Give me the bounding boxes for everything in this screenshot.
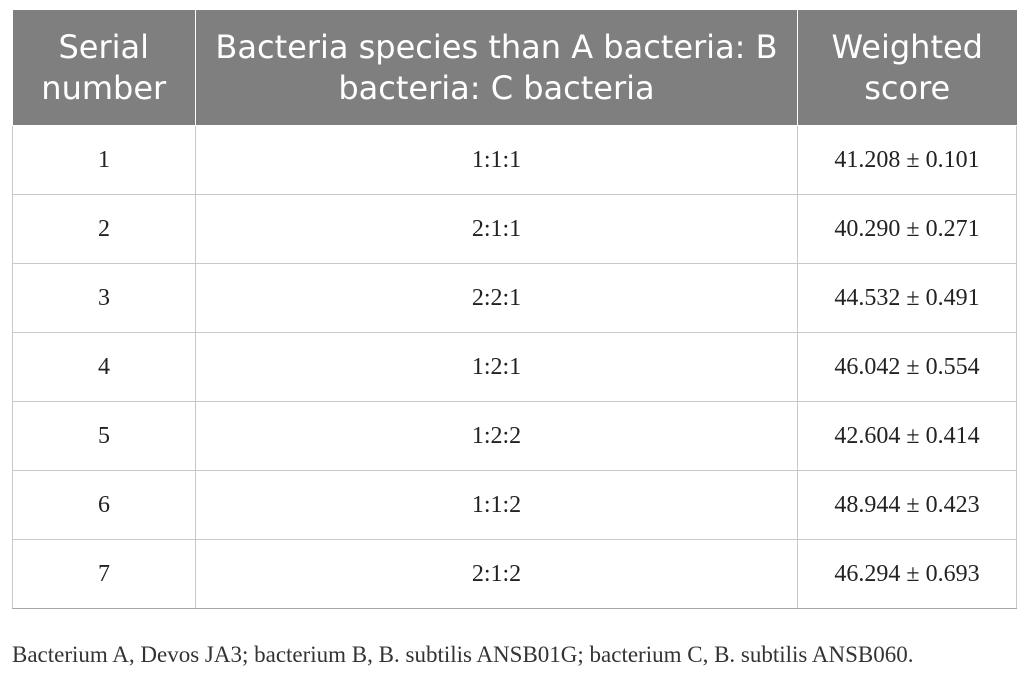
table-row: 3 2:2:1 44.532 ± 0.491 — [12, 263, 1017, 333]
cell-serial-number: 5 — [12, 401, 196, 471]
header-serial-number: Serial number — [12, 10, 196, 126]
table-row: 4 1:2:1 46.042 ± 0.554 — [12, 332, 1017, 402]
cell-serial-number: 6 — [12, 470, 196, 540]
header-weighted-score: Weighted score — [797, 10, 1017, 126]
table-row: 6 1:1:2 48.944 ± 0.423 — [12, 470, 1017, 540]
cell-serial-number: 2 — [12, 194, 196, 264]
cell-bacteria-ratio: 1:2:1 — [195, 332, 798, 402]
cell-bacteria-ratio: 2:1:2 — [195, 539, 798, 609]
cell-serial-number: 1 — [12, 125, 196, 195]
table-header: Serial number Bacteria species than A ba… — [12, 10, 1017, 126]
cell-bacteria-ratio: 1:1:2 — [195, 470, 798, 540]
cell-bacteria-ratio: 1:2:2 — [195, 401, 798, 471]
header-row: Serial number Bacteria species than A ba… — [12, 10, 1017, 126]
table-row: 5 1:2:2 42.604 ± 0.414 — [12, 401, 1017, 471]
data-table: Serial number Bacteria species than A ba… — [12, 10, 1017, 609]
cell-weighted-score: 44.532 ± 0.491 — [797, 263, 1017, 333]
cell-weighted-score: 48.944 ± 0.423 — [797, 470, 1017, 540]
cell-weighted-score: 46.294 ± 0.693 — [797, 539, 1017, 609]
table-row: 7 2:1:2 46.294 ± 0.693 — [12, 539, 1017, 609]
table-row: 1 1:1:1 41.208 ± 0.101 — [12, 125, 1017, 195]
table-row: 2 2:1:1 40.290 ± 0.271 — [12, 194, 1017, 264]
cell-serial-number: 3 — [12, 263, 196, 333]
cell-serial-number: 7 — [12, 539, 196, 609]
header-bacteria-ratio: Bacteria species than A bacteria: B bact… — [195, 10, 798, 126]
table-body: 1 1:1:1 41.208 ± 0.101 2 2:1:1 40.290 ± … — [12, 125, 1017, 609]
cell-weighted-score: 41.208 ± 0.101 — [797, 125, 1017, 195]
cell-bacteria-ratio: 1:1:1 — [195, 125, 798, 195]
cell-serial-number: 4 — [12, 332, 196, 402]
cell-weighted-score: 40.290 ± 0.271 — [797, 194, 1017, 264]
cell-bacteria-ratio: 2:1:1 — [195, 194, 798, 264]
cell-bacteria-ratio: 2:2:1 — [195, 263, 798, 333]
cell-weighted-score: 46.042 ± 0.554 — [797, 332, 1017, 402]
table-footnote: Bacterium A, Devos JA3; bacterium B, B. … — [12, 642, 914, 667]
cell-weighted-score: 42.604 ± 0.414 — [797, 401, 1017, 471]
table-container: Serial number Bacteria species than A ba… — [12, 10, 1017, 609]
